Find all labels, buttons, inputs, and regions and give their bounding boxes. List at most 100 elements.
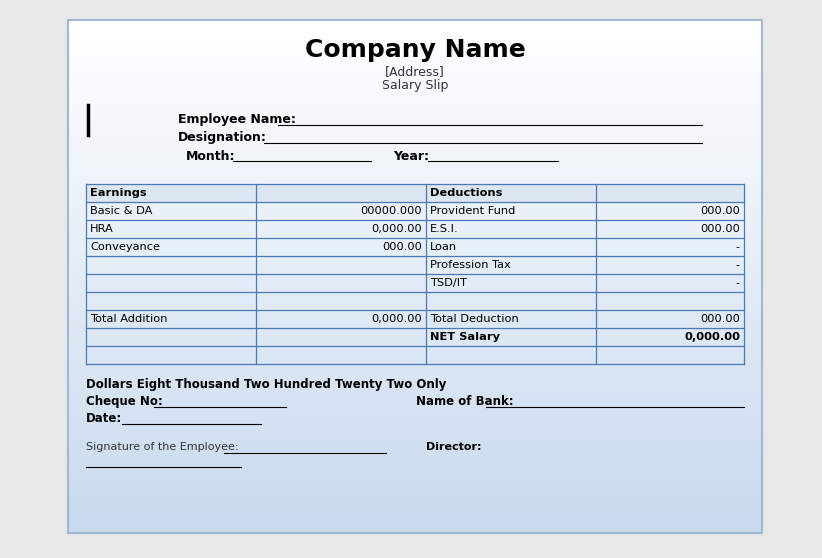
- Bar: [68, 369, 762, 374]
- Bar: [68, 487, 762, 492]
- Bar: [68, 384, 762, 389]
- Bar: [68, 97, 762, 102]
- Bar: [68, 143, 762, 148]
- Bar: [68, 230, 762, 235]
- Text: 0,000.00: 0,000.00: [372, 314, 422, 324]
- Text: NET Salary: NET Salary: [430, 332, 500, 342]
- Text: Cheque No:: Cheque No:: [86, 395, 163, 408]
- Text: Month:: Month:: [186, 150, 235, 162]
- Text: Date:: Date:: [86, 412, 122, 425]
- Text: -: -: [736, 260, 740, 270]
- Text: Designation:: Designation:: [178, 132, 267, 145]
- Bar: [68, 51, 762, 56]
- Bar: [68, 287, 762, 292]
- Bar: [68, 323, 762, 328]
- Bar: [68, 205, 762, 210]
- Bar: [68, 66, 762, 71]
- Bar: [68, 153, 762, 158]
- Bar: [68, 118, 762, 123]
- Bar: [68, 271, 762, 277]
- Bar: [68, 225, 762, 230]
- Bar: [68, 174, 762, 179]
- Bar: [68, 353, 762, 359]
- Text: Salary Slip: Salary Slip: [381, 79, 448, 93]
- Bar: [68, 30, 762, 35]
- Text: Employee Name:: Employee Name:: [178, 113, 296, 127]
- Bar: [68, 138, 762, 143]
- Bar: [68, 148, 762, 153]
- Bar: [68, 523, 762, 528]
- Bar: [68, 35, 762, 41]
- Bar: [68, 20, 762, 533]
- Bar: [68, 76, 762, 81]
- Text: Year:: Year:: [393, 150, 429, 162]
- Text: Name of Bank:: Name of Bank:: [416, 395, 514, 408]
- Text: HRA: HRA: [90, 224, 113, 234]
- Bar: [68, 318, 762, 323]
- Bar: [68, 374, 762, 379]
- Bar: [68, 518, 762, 523]
- Bar: [68, 436, 762, 441]
- Bar: [68, 312, 762, 318]
- Bar: [68, 189, 762, 194]
- Bar: [68, 302, 762, 307]
- Bar: [68, 71, 762, 76]
- Bar: [68, 338, 762, 343]
- Bar: [68, 107, 762, 112]
- Bar: [68, 86, 762, 92]
- Text: Dollars Eight Thousand Two Hundred Twenty Two Only: Dollars Eight Thousand Two Hundred Twent…: [86, 378, 446, 391]
- Bar: [68, 359, 762, 364]
- Bar: [68, 441, 762, 446]
- Bar: [68, 215, 762, 220]
- Text: 00000.000: 00000.000: [360, 206, 422, 216]
- Bar: [68, 477, 762, 482]
- Bar: [68, 25, 762, 30]
- Bar: [68, 292, 762, 297]
- Bar: [68, 410, 762, 415]
- Bar: [68, 297, 762, 302]
- Bar: [68, 328, 762, 333]
- Text: Earnings: Earnings: [90, 188, 146, 198]
- Bar: [68, 446, 762, 451]
- Bar: [68, 333, 762, 338]
- Bar: [68, 220, 762, 225]
- Text: 0,000.00: 0,000.00: [372, 224, 422, 234]
- Bar: [68, 492, 762, 497]
- Text: 000.00: 000.00: [700, 314, 740, 324]
- Bar: [68, 451, 762, 456]
- Bar: [68, 420, 762, 425]
- Bar: [68, 277, 762, 282]
- Text: -: -: [736, 242, 740, 252]
- Text: Director:: Director:: [426, 442, 482, 452]
- Text: Profession Tax: Profession Tax: [430, 260, 510, 270]
- Bar: [68, 472, 762, 477]
- Bar: [68, 246, 762, 251]
- Bar: [68, 251, 762, 256]
- Bar: [68, 240, 762, 246]
- Text: Loan: Loan: [430, 242, 457, 252]
- Text: Basic & DA: Basic & DA: [90, 206, 152, 216]
- Bar: [68, 266, 762, 271]
- Bar: [68, 430, 762, 436]
- Text: -: -: [736, 278, 740, 288]
- Bar: [68, 261, 762, 266]
- Text: Conveyance: Conveyance: [90, 242, 160, 252]
- Text: [Address]: [Address]: [386, 65, 445, 79]
- Text: Total Deduction: Total Deduction: [430, 314, 519, 324]
- Bar: [68, 81, 762, 86]
- Bar: [68, 56, 762, 61]
- Bar: [68, 20, 762, 25]
- Bar: [68, 348, 762, 353]
- Bar: [68, 528, 762, 533]
- Bar: [68, 461, 762, 466]
- Bar: [68, 425, 762, 430]
- Bar: [68, 194, 762, 200]
- Text: 0,000.00: 0,000.00: [684, 332, 740, 342]
- Bar: [68, 307, 762, 312]
- Bar: [68, 200, 762, 205]
- Bar: [68, 389, 762, 395]
- Bar: [68, 184, 762, 189]
- Text: E.S.I.: E.S.I.: [430, 224, 459, 234]
- Bar: [68, 466, 762, 472]
- Bar: [68, 235, 762, 240]
